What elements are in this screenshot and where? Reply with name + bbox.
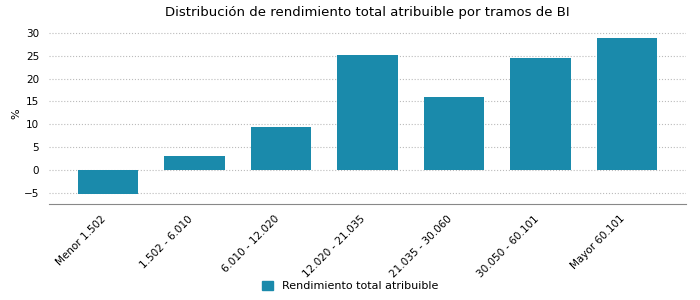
Bar (251, 128, 312, 170)
Bar (510, 58, 570, 170)
Bar (424, 97, 484, 170)
Bar (164, 156, 225, 170)
Bar (78, 170, 139, 194)
Legend: Rendimiento total atribuible: Rendimiento total atribuible (258, 277, 442, 294)
Bar (337, 55, 398, 170)
Bar (596, 38, 657, 170)
Y-axis label: %: % (11, 109, 21, 119)
Title: Distribución de rendimiento total atribuible por tramos de BI: Distribución de rendimiento total atribu… (165, 6, 570, 19)
